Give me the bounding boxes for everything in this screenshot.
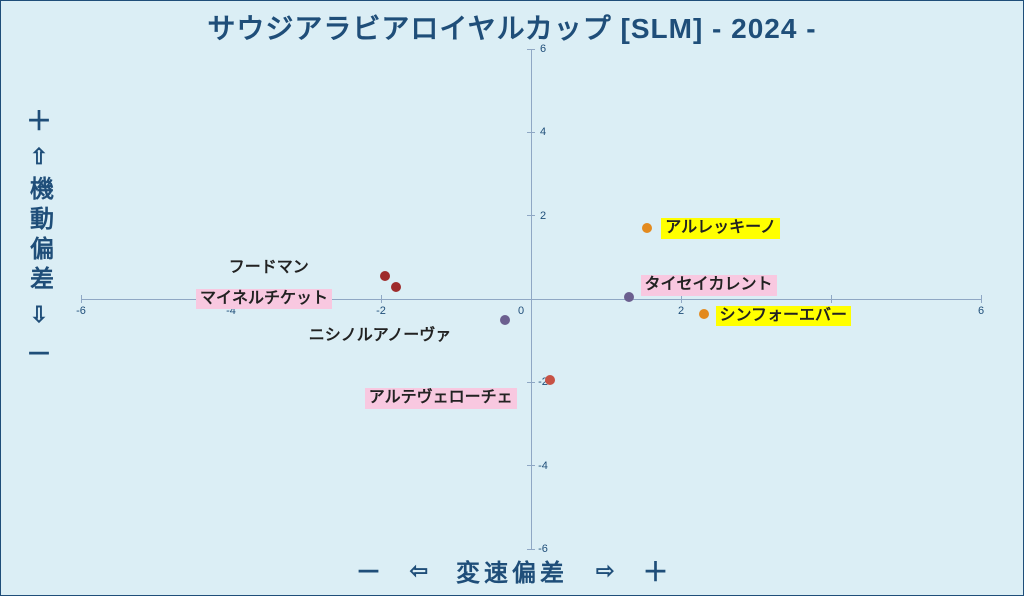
x-minus: － (356, 552, 382, 589)
data-point (500, 315, 510, 325)
x-tick (831, 295, 832, 303)
plot-area: -6-4-20246-6-4-2246フードマンマイネルチケットニシノルアノーヴ… (81, 49, 981, 549)
y-axis-legend: ＋ ⇧ 機動偏差 ⇩ － (19, 101, 59, 371)
y-tick (527, 549, 535, 550)
x-axis-legend: － ⇦ 変速偏差 ⇨ ＋ (1, 552, 1023, 589)
y-tick (527, 382, 535, 383)
y-plus: ＋ (26, 101, 52, 138)
arrow-right-icon: ⇨ (596, 558, 614, 584)
x-tick-label: 2 (678, 305, 684, 317)
y-tick-label: 2 (540, 210, 546, 222)
y-tick-label: 4 (540, 126, 546, 138)
chart-title: サウジアラビアロイヤルカップ [SLM] - 2024 - (1, 7, 1023, 47)
data-point (545, 375, 555, 385)
data-point-label: シンフォーエバー (716, 306, 852, 327)
x-tick (381, 295, 382, 303)
y-axis-label: 機動偏差 (22, 176, 57, 296)
x-plus: ＋ (642, 552, 668, 589)
x-tick-label: -2 (376, 305, 386, 317)
y-tick (527, 49, 535, 50)
data-point-label: アルテヴェローチェ (365, 388, 517, 409)
data-point-label: フードマン (225, 258, 313, 279)
y-minus: － (26, 334, 52, 371)
x-tick (81, 295, 82, 303)
data-point (624, 292, 634, 302)
x-tick (681, 295, 682, 303)
y-tick (527, 465, 535, 466)
data-point (391, 282, 401, 292)
chart-container: サウジアラビアロイヤルカップ [SLM] - 2024 - -6 -4 -2 0 2 4 6… (0, 0, 1024, 596)
data-point (380, 271, 390, 281)
x-axis-label: 変速偏差 (456, 553, 568, 588)
x-tick (981, 295, 982, 303)
data-point-label: ニシノルアノーヴァ (305, 326, 456, 347)
data-point-label: タイセイカレント (641, 275, 777, 296)
x-tick (531, 295, 532, 303)
data-point-label: アルレッキーノ (661, 218, 780, 239)
x-tick-label: 0 (518, 305, 524, 317)
x-tick-label: -6 (76, 305, 86, 317)
x-tick-label: 6 (978, 305, 984, 317)
data-point (699, 309, 709, 319)
y-tick (527, 132, 535, 133)
arrow-down-icon: ⇩ (30, 302, 48, 328)
y-tick-label: -4 (538, 460, 548, 472)
arrow-up-icon: ⇧ (30, 144, 48, 170)
y-tick (527, 215, 535, 216)
arrow-left-icon: ⇦ (410, 558, 428, 584)
data-point (642, 223, 652, 233)
y-tick-label: 6 (540, 43, 546, 55)
data-point-label: マイネルチケット (196, 289, 332, 310)
